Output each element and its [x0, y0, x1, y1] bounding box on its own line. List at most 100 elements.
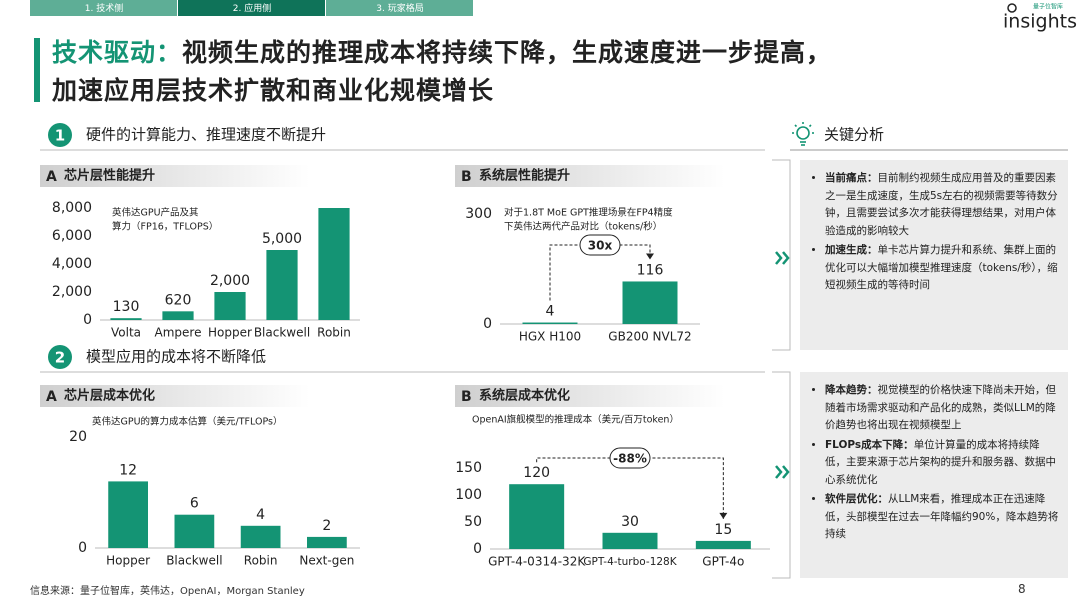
section-title: 硬件的计算能力、推理速度不断提升 — [86, 126, 326, 144]
data-label: 30 — [621, 514, 639, 530]
section-number: 1 — [55, 127, 65, 145]
x-tick-label: Robin — [317, 326, 351, 340]
y-tick-label: 0 — [473, 541, 482, 557]
chart-annotation: 算力（FP16，TFLOPS） — [112, 221, 218, 233]
data-label: 130 — [113, 299, 140, 315]
data-label: 120 — [523, 465, 550, 481]
x-tick-label: GPT-4o — [702, 555, 744, 569]
bullet-label: 软件层优化： — [825, 493, 888, 505]
analysis-box: 降本趋势：视觉模型的价格快速下降尚未开始，但随着市场需求驱动和产品化的成熟，类似… — [800, 372, 1068, 578]
logo-name: insights — [1003, 11, 1077, 33]
y-tick-label: 6,000 — [52, 228, 92, 244]
x-tick-label: GPT-4-0314-32K — [488, 555, 586, 569]
title-line: 加速应用层技术扩散和商业化规模增长 — [52, 76, 495, 105]
panel-letter: B — [461, 169, 472, 185]
chart-annotation: OpenAI旗舰模型的推理成本（美元/百万token） — [472, 414, 679, 426]
panel-letter: A — [46, 169, 57, 185]
x-tick-label: Hopper — [106, 554, 150, 568]
title-bar — [34, 38, 40, 102]
callout-label: 30x — [588, 239, 613, 253]
data-label: 6 — [190, 496, 199, 512]
y-tick-label: 20 — [69, 429, 87, 445]
x-tick-label: GB200 NVL72 — [608, 330, 691, 344]
section-number: 2 — [55, 349, 65, 367]
y-tick-label: 100 — [455, 487, 482, 503]
x-tick-label: Blackwell — [166, 554, 222, 568]
panel-header — [40, 165, 310, 187]
data-label: 2 — [322, 518, 331, 534]
callout-arrow — [646, 253, 654, 260]
bar — [162, 311, 194, 320]
callout-arrow — [719, 512, 728, 519]
panel-title: 系统层性能提升 — [479, 168, 570, 184]
tab — [178, 0, 325, 16]
title-line: 技术驱动：视频生成的推理成本将持续下降，生成速度进一步提高， — [52, 34, 832, 72]
x-tick-label: Robin — [244, 554, 278, 568]
data-label: 116 — [637, 262, 664, 278]
section-title: 模型应用的成本将不断降低 — [86, 348, 266, 366]
bullet: 加速生成：单卡芯片算力提升和系统、集群上面的优化可以大幅增加模型推理速度（tok… — [825, 242, 1059, 295]
source: 信息来源：量子位智库，英伟达，OpenAI，Morgan Stanley — [30, 586, 305, 597]
bar — [318, 208, 350, 320]
bar — [174, 514, 215, 548]
chevrons — [775, 251, 790, 479]
y-tick-label: 0 — [483, 316, 492, 332]
analysis-title: 关键分析 — [824, 126, 884, 144]
panel-title: 芯片层成本优化 — [64, 388, 155, 404]
bar — [695, 540, 751, 549]
y-tick-label: 50 — [464, 514, 482, 530]
bar — [622, 281, 678, 324]
panel-letter: B — [461, 389, 472, 405]
bar — [214, 292, 246, 320]
title-highlight: 技术驱动： — [52, 38, 183, 67]
y-tick-label: 300 — [465, 206, 492, 222]
bullet-text: 目前制约视频生成应用普及的重要因素之一是生成速度，生成5s左右的视频需要等待数分… — [825, 172, 1058, 237]
data-label: 15 — [714, 522, 732, 538]
tab — [326, 0, 473, 16]
section-badge — [48, 123, 72, 147]
bracket — [772, 159, 791, 579]
panel-letter: A — [46, 389, 57, 405]
panel-header — [455, 385, 725, 407]
data-label: 620 — [165, 292, 192, 308]
panel-header — [40, 385, 310, 407]
bullet-label: 当前痛点： — [825, 172, 878, 184]
bullet: 当前痛点：目前制约视频生成应用普及的重要因素之一是生成速度，生成5s左右的视频需… — [825, 170, 1059, 240]
tab-label: 2. 应用侧 — [233, 2, 271, 14]
bar — [108, 481, 148, 548]
panel-title: 系统层成本优化 — [479, 388, 570, 404]
y-tick-label: 8,000 — [52, 200, 92, 216]
bullet-text: 单位计算量的成本将持续降低，主要来源于芯片架构的提升和服务器、数据中心系统优化 — [825, 438, 1056, 486]
bullet-label: 降本趋势： — [825, 384, 878, 396]
bullet: 降本趋势：视觉模型的价格快速下降尚未开始，但随着市场需求驱动和产品化的成熟，类似… — [825, 382, 1059, 435]
callout-box — [609, 447, 651, 469]
bullet: 软件层优化：从LLM来看，推理成本正在迅速降低，头部模型在过去一年降幅约90%，… — [825, 491, 1059, 544]
slide-title: 技术驱动：视频生成的推理成本将持续下降，生成速度进一步提高， 加速应用层技术扩散… — [52, 34, 832, 110]
chart-annotation: 对于1.8T MoE GPT推理场景在FP4精度 — [504, 207, 673, 219]
title-text: 视频生成的推理成本将持续下降，生成速度进一步提高， — [182, 38, 833, 67]
bullet-text: 单卡芯片算力提升和系统、集群上面的优化可以大幅增加模型推理速度（tokens/秒… — [825, 244, 1058, 291]
data-label: 5,000 — [262, 231, 302, 247]
panel-header — [455, 165, 725, 187]
bar — [602, 532, 658, 549]
x-tick-label: GPT-4-turbo-128K — [583, 556, 677, 568]
x-tick-label: HGX H100 — [519, 330, 581, 344]
page-number: 8 — [1018, 582, 1026, 596]
data-label: 12 — [119, 462, 137, 478]
bullet-list: 当前痛点：目前制约视频生成应用普及的重要因素之一是生成速度，生成5s左右的视频需… — [809, 170, 1059, 295]
chart-annotation: 英伟达GPU的算力成本估算（美元/TFLOPs） — [92, 416, 282, 428]
chart-annotation: 下英伟达两代产品对比（tokens/秒） — [504, 221, 662, 233]
bar — [240, 525, 281, 548]
tab — [30, 0, 177, 16]
data-label: 4 — [546, 304, 555, 320]
x-tick-label: Volta — [111, 326, 141, 340]
bar — [509, 484, 565, 549]
x-tick-label: Next-gen — [299, 554, 354, 568]
x-tick-label: Hopper — [208, 326, 252, 340]
bullet: FLOPs成本下降：单位计算量的成本将持续降低，主要来源于芯片架构的提升和服务器… — [825, 437, 1059, 490]
callout-label: -88% — [613, 452, 647, 466]
bar — [522, 322, 578, 324]
logo-small: 量子位智库 — [1033, 3, 1063, 11]
